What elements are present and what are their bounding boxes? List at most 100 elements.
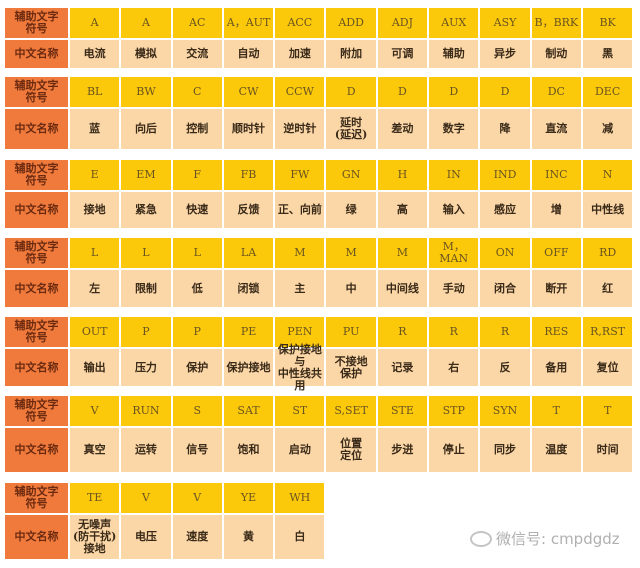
symbol-cell: H (377, 160, 428, 190)
name-cell: 绿 (326, 192, 376, 228)
symbol-cell: DEC (582, 77, 633, 107)
symbol-cell: AC (172, 8, 222, 38)
symbol-cell: D (377, 77, 428, 107)
name-cell: 增 (531, 192, 581, 228)
symbol-cell: D (326, 77, 376, 107)
symbol-cell: ADD (326, 8, 376, 38)
name-cell: 速度 (172, 515, 222, 559)
name-cell: 蓝 (70, 109, 120, 149)
name-cell: 快速 (172, 192, 222, 228)
name-cell: 信号 (172, 428, 222, 472)
watermark: 微信号: cmpdgdz (470, 528, 620, 549)
symbol-cell: LA (223, 238, 274, 268)
name-row-label: 中文名称 (5, 109, 68, 149)
table-block: 辅助文字 符号 TE V V YE WH 中文名称 无噪声 (防干扰) 接地 电压 速度黄白 (5, 483, 632, 559)
symbol-cell: F (172, 160, 222, 190)
name-cell: 附加 (326, 40, 376, 68)
name-cell: 记录 (377, 349, 428, 386)
name-cell: 反 (480, 349, 530, 386)
symbol-cell: CW (223, 77, 274, 107)
symbol-row-label: 辅助文字 符号 (5, 238, 68, 268)
symbol-cell: IN (429, 160, 479, 190)
name-cell: 延时 (延迟) (326, 109, 376, 149)
symbol-cell: R (377, 317, 428, 347)
name-cell: 数字 (429, 109, 479, 149)
table-block: 辅助文字 符号 V RUN S SAT ST S,SET STE STP SYN T T 中文名称 真空运… (5, 396, 633, 472)
symbol-row-label: 辅助文字 符号 (5, 483, 68, 513)
symbol-cell: CCW (275, 77, 325, 107)
name-cell: 闭合 (480, 270, 530, 307)
symbol-cell: P (172, 317, 222, 347)
name-cell: 自动 (223, 40, 274, 68)
symbol-cell: OFF (531, 238, 581, 268)
symbol-cell: EM (121, 160, 171, 190)
name-cell: 可调 (377, 40, 428, 68)
symbol-cell: S,SET (326, 396, 376, 426)
symbol-cell: V (121, 483, 171, 513)
symbol-cell: GN (326, 160, 376, 190)
symbol-cell: A (70, 8, 120, 38)
symbol-row-label: 辅助文字 符号 (5, 77, 68, 107)
symbol-cell: SAT (223, 396, 274, 426)
symbol-cell: D (429, 77, 479, 107)
symbol-cell: D (480, 77, 530, 107)
symbol-cell: A，AUT (223, 8, 274, 38)
symbol-cell: R (480, 317, 530, 347)
name-cell: 温度 (531, 428, 581, 472)
name-cell: 直流 (531, 109, 581, 149)
symbol-cell: RES (531, 317, 581, 347)
name-cell: 感应 (480, 192, 530, 228)
name-cell: 闭锁 (223, 270, 274, 307)
name-cell: 中 (326, 270, 376, 307)
name-cell: 备用 (531, 349, 581, 386)
symbol-cell: PU (326, 317, 376, 347)
name-cell: 模拟 (121, 40, 171, 68)
name-cell: 电压 (121, 515, 171, 559)
symbol-cell: L (172, 238, 222, 268)
symbol-cell: M (326, 238, 376, 268)
name-cell: 异步 (480, 40, 530, 68)
symbol-cell: N (582, 160, 633, 190)
name-cell: 输出 (70, 349, 120, 386)
symbol-cell: RUN (121, 396, 171, 426)
symbol-cell: M (275, 238, 325, 268)
name-cell: 右 (429, 349, 479, 386)
symbol-cell: B，BRK (531, 8, 581, 38)
name-cell: 运转 (121, 428, 171, 472)
symbol-cell: DC (531, 77, 581, 107)
symbol-cell: ASY (480, 8, 530, 38)
symbol-cell: L (70, 238, 120, 268)
name-cell: 启动 (275, 428, 325, 472)
symbol-cell: BL (70, 77, 120, 107)
symbol-cell: M，MAN (429, 238, 479, 268)
symbol-cell: TE (70, 483, 120, 513)
watermark-text: 微信号: cmpdgdz (496, 530, 620, 548)
symbol-cell: P (121, 317, 171, 347)
symbol-cell: R,RST (582, 317, 633, 347)
symbol-cell: T (582, 396, 633, 426)
symbol-cell: L (121, 238, 171, 268)
table-block: 辅助文字 符号 BL BW C CW CCW D D D D DC DEC 中文名称蓝向后 控制 顺时针 逆时… (5, 77, 633, 149)
table-block: 辅助文字 符号 E EM F FB FW GN H IN IND INC N 中文名称 接地 紧急 快速 反馈正… (5, 160, 633, 228)
symbol-cell: ST (275, 396, 325, 426)
name-cell: 白 (275, 515, 325, 559)
name-row-label: 中文名称 (5, 270, 68, 307)
name-cell: 真空 (70, 428, 120, 472)
name-cell: 逆时针 (275, 109, 325, 149)
symbol-cell: BW (121, 77, 171, 107)
symbol-cell: WH (275, 483, 325, 513)
name-cell: 红 (582, 270, 633, 307)
symbol-cell: ADJ (377, 8, 428, 38)
symbol-cell: OUT (70, 317, 120, 347)
name-cell: 低 (172, 270, 222, 307)
symbol-cell: ACC (275, 8, 325, 38)
name-cell: 高 (377, 192, 428, 228)
symbol-cell: STE (377, 396, 428, 426)
name-row-label: 中文名称 (5, 40, 68, 68)
name-cell: 黄 (223, 515, 274, 559)
symbol-cell: BK (582, 8, 633, 38)
name-cell: 黑 (582, 40, 633, 68)
symbol-cell: STP (429, 396, 479, 426)
name-row-label: 中文名称 (5, 428, 68, 472)
table-block: 辅助文字 符号 L L L LA M M M M，MAN ON OFF RD 中文名称左限制低闭锁主中中… (5, 238, 633, 307)
